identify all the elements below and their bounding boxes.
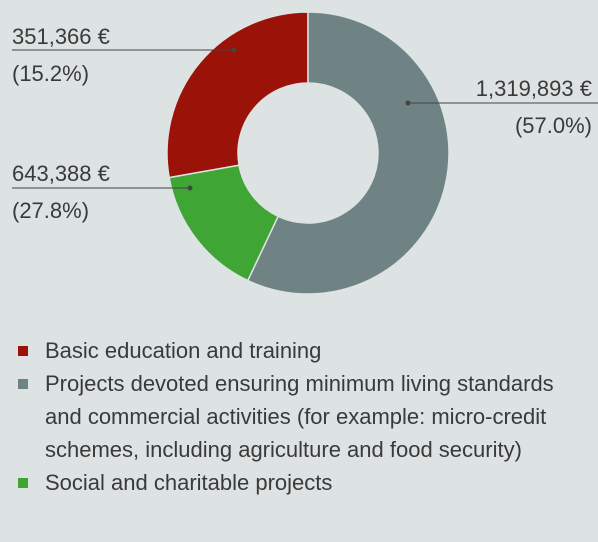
- value-label: 351,366 €: [12, 24, 110, 49]
- legend-swatch: [18, 346, 28, 356]
- slice: [168, 164, 280, 282]
- value-label: 643,388 €: [12, 161, 110, 186]
- leader-dot: [231, 47, 237, 53]
- legend-swatch: [18, 478, 28, 488]
- percentage-label: (15.2%): [12, 61, 89, 86]
- percentage-label: (57.0%): [515, 113, 592, 138]
- percentage-label: (27.8%): [12, 198, 89, 223]
- value-label: 1,319,893 €: [476, 76, 592, 101]
- legend-text: Projects devoted ensuring minimum living…: [45, 371, 554, 462]
- slice: [246, 11, 450, 295]
- legend-item: Basic education and training: [0, 334, 590, 367]
- legend-text: Social and charitable projects: [45, 470, 333, 495]
- legend: Basic education and training Projects dev…: [0, 334, 590, 499]
- leader-dot: [187, 185, 193, 191]
- legend-swatch: [18, 379, 28, 389]
- leader-dot: [405, 100, 411, 106]
- legend-text: Basic education and training: [45, 338, 322, 363]
- legend-item: Projects devoted ensuring minimum living…: [0, 367, 590, 466]
- legend-item: Social and charitable projects: [0, 466, 590, 499]
- chart: 643,388 € (27.8%) 1,319,893 € (57.0%) 351,36…: [12, 11, 598, 295]
- slice: [166, 11, 309, 179]
